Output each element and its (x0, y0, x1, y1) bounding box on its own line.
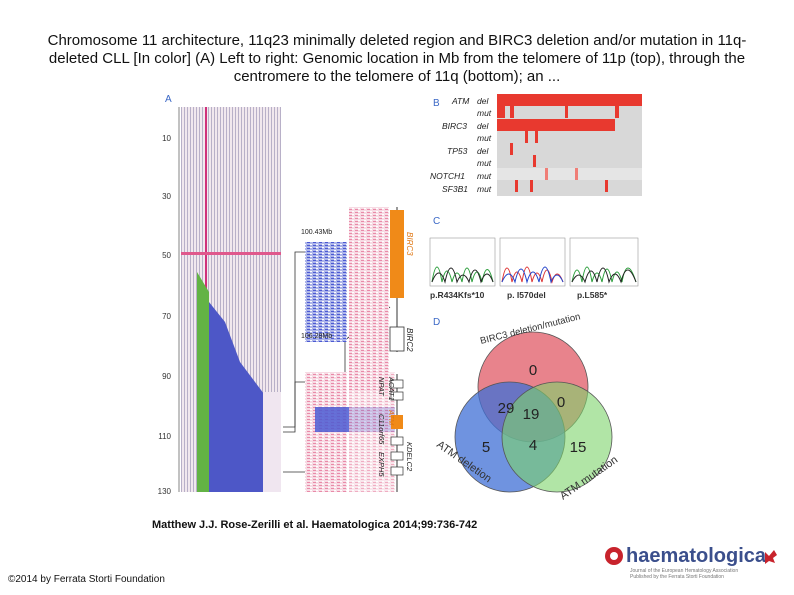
gene-label-birc2: BIRC2 (405, 328, 414, 352)
row-type: mut (477, 133, 492, 143)
citation: Matthew J.J. Rose-Zerilli et al. Haemato… (152, 519, 478, 531)
gene-label-c11orf65: C11orf65 (377, 414, 386, 445)
panel-a-axis: 10 30 50 70 90 110 130 (158, 107, 180, 496)
venn-count-top-left: 29 (498, 400, 515, 417)
row-gene: SF3B1 (442, 184, 468, 194)
journal-logo: haematologica Journal of the European He… (605, 545, 777, 580)
logo-tagline-2: Published by the Ferrata Storti Foundati… (630, 574, 724, 580)
gene-label-atm: ATM (387, 409, 396, 426)
gene-label-npat: NPAT (377, 377, 386, 397)
mutation-matrix (497, 94, 642, 196)
row-type: mut (477, 158, 492, 168)
chromatograms (429, 237, 639, 287)
row-gene: TP53 (447, 146, 468, 156)
gene-label-birc3: BIRC3 (405, 232, 414, 256)
zoom-heatmap-top-pink (349, 207, 389, 392)
row-gene: ATM (451, 96, 470, 106)
mutation-label: p.R434Kfs*10 (430, 290, 485, 300)
gene-track-bottom: ACAT1 NPAT ATM C11orf65 KDELC2 EXPH5 (377, 374, 414, 492)
gene-label-kdelc2: KDELC2 (405, 442, 414, 472)
row-gene: NOTCH1 (430, 171, 465, 181)
panel-c-label: C (433, 216, 440, 227)
deletion-bars (197, 272, 281, 492)
venn-diagram: 0 29 0 19 5 4 15 BIRC3 deletion/mutation… (434, 311, 620, 502)
venn-count-center: 19 (523, 406, 540, 423)
heatmap-feature (181, 252, 281, 255)
row-type: mut (477, 108, 492, 118)
mb-label-bottom: 106.28Mb (301, 333, 332, 340)
axis-tick: 90 (162, 372, 171, 381)
mutation-labels: p.R434Kfs*10 p. I570del p.L585* (430, 290, 608, 300)
row-type: del (477, 96, 489, 106)
mb-label-top: 100.43Mb (301, 229, 332, 236)
row-type: del (477, 146, 489, 156)
zoom-heatmap-bottom (349, 372, 395, 492)
axis-tick: 10 (162, 134, 171, 143)
panel-d-label: D (433, 317, 440, 328)
gene-label-exph5: EXPH5 (377, 452, 386, 477)
row-gene: BIRC3 (442, 121, 467, 131)
row-type: mut (477, 184, 492, 194)
logo-wordmark: haematologica (626, 545, 767, 567)
axis-tick: 30 (162, 192, 171, 201)
gene-track-top: BIRC3 BIRC2 (389, 207, 414, 352)
gene-label-acat1: ACAT1 (387, 376, 396, 401)
logo-tagline-1: Journal of the European Hematology Assoc… (630, 568, 738, 574)
axis-tick: 50 (162, 251, 171, 260)
venn-count-left-only: 5 (482, 439, 490, 456)
mutation-label: p. I570del (507, 290, 546, 300)
venn-circle-atm-mutation (501, 381, 613, 493)
copyright: ©2014 by Ferrata Storti Foundation (8, 574, 165, 585)
venn-count-right-only: 15 (570, 439, 587, 456)
axis-tick: 70 (162, 312, 171, 321)
panel-b-row-labels: ATM del mut BIRC3 del mut TP53 del mut N… (430, 96, 492, 194)
row-type: mut (477, 171, 492, 181)
panel-b-label: B (433, 98, 440, 109)
figure: A 10 30 50 70 90 110 130 100.43Mb 106.28… (158, 94, 642, 502)
zoom-heatmap-top-blue (305, 242, 347, 342)
mutation-label: p.L585* (577, 290, 608, 300)
venn-count-left-right: 4 (529, 437, 537, 454)
slide-title: Chromosome 11 architecture, 11q23 minima… (47, 32, 747, 85)
axis-tick: 130 (158, 487, 172, 496)
axis-tick: 110 (158, 432, 171, 441)
venn-count-top-right: 0 (557, 394, 565, 411)
logo-emblem-icon (765, 550, 777, 564)
venn-count-top-only: 0 (529, 362, 537, 379)
row-type: del (477, 121, 489, 131)
panel-a-label: A (165, 94, 172, 105)
